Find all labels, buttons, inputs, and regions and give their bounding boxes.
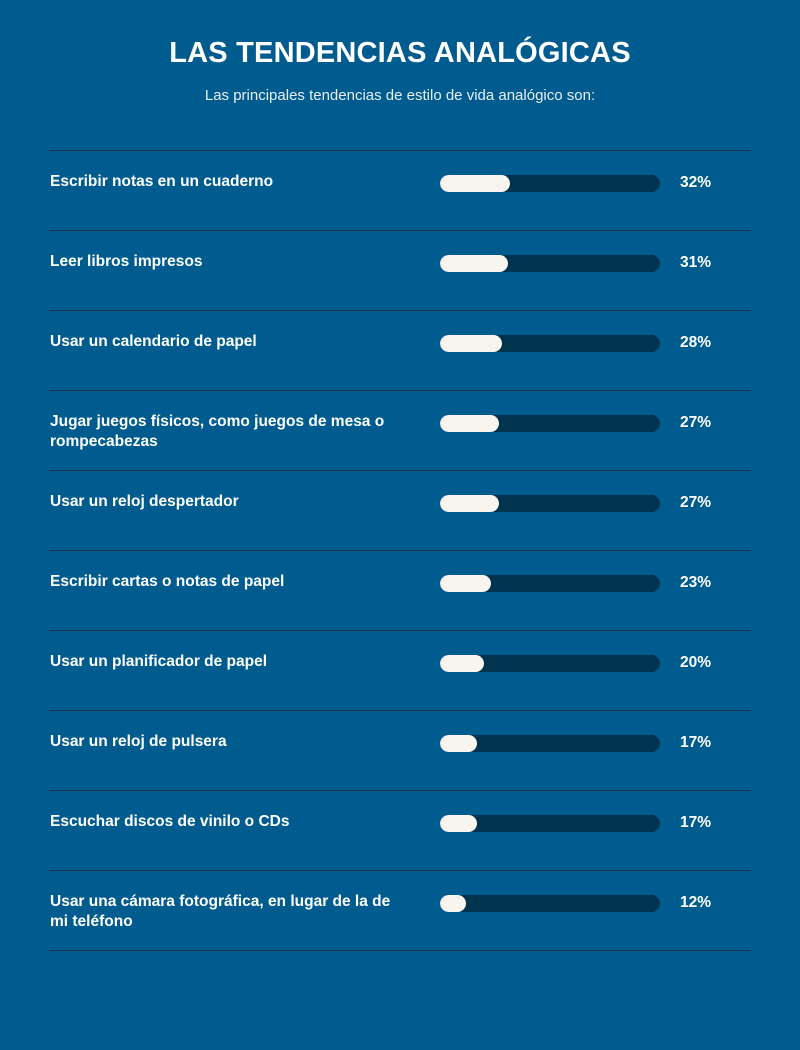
category-label: Usar un planificador de papel bbox=[50, 653, 268, 670]
value-label: 23% bbox=[680, 574, 712, 591]
chart-row: Leer libros impresos 31% bbox=[50, 231, 750, 311]
page-subtitle: Las principales tendencias de estilo de … bbox=[204, 87, 596, 104]
value-label: 31% bbox=[680, 254, 712, 271]
chart-row: Usar un calendario de papel 28% bbox=[50, 311, 750, 391]
value-label: 12% bbox=[680, 894, 712, 911]
bar-track bbox=[440, 175, 660, 192]
bar-track bbox=[440, 815, 660, 832]
value-label: 27% bbox=[680, 414, 712, 431]
chart-row: Usar una cámara fotográfica, en lugar de… bbox=[50, 871, 750, 951]
bar-fill bbox=[440, 815, 478, 832]
bar-fill bbox=[440, 415, 500, 432]
category-label: Jugar juegos físicos, como juegos de mes… bbox=[50, 413, 385, 450]
chart-row: Jugar juegos físicos, como juegos de mes… bbox=[50, 391, 750, 471]
chart-row: Usar un planificador de papel 20% bbox=[50, 631, 750, 711]
value-label: 32% bbox=[680, 174, 712, 191]
bar-chart: Escribir notas en un cuaderno 32% Leer lib… bbox=[50, 150, 750, 951]
bar-track bbox=[440, 895, 660, 912]
bar-fill bbox=[440, 335, 502, 352]
category-label: Escuchar discos de vinilo o CDs bbox=[50, 813, 290, 830]
bar-fill bbox=[440, 175, 511, 192]
chart-row: Usar un reloj de pulsera 17% bbox=[50, 711, 750, 791]
bar-track bbox=[440, 255, 660, 272]
bar-fill bbox=[440, 735, 478, 752]
value-label: 17% bbox=[680, 814, 712, 831]
chart-row: Usar un reloj despertador 27% bbox=[50, 471, 750, 551]
chart-row: Escribir cartas o notas de papel 23% bbox=[50, 551, 750, 631]
bar-track bbox=[440, 575, 660, 592]
bar-track bbox=[440, 495, 660, 512]
bar-fill bbox=[440, 255, 509, 272]
bar-fill bbox=[440, 895, 467, 912]
bar-fill bbox=[440, 655, 484, 672]
bar-fill bbox=[440, 495, 500, 512]
bar-track bbox=[440, 655, 660, 672]
category-label: Leer libros impresos bbox=[50, 253, 203, 270]
bar-fill bbox=[440, 575, 491, 592]
category-label: Usar un calendario de papel bbox=[50, 333, 257, 350]
category-label: Escribir notas en un cuaderno bbox=[50, 173, 274, 190]
category-label: Usar un reloj de pulsera bbox=[50, 733, 227, 750]
bar-track bbox=[440, 735, 660, 752]
page-title: LAS TENDENCIAS ANALÓGICAS bbox=[169, 37, 631, 69]
chart-row: Escuchar discos de vinilo o CDs 17% bbox=[50, 791, 750, 871]
value-label: 28% bbox=[680, 334, 712, 351]
chart-row: Escribir notas en un cuaderno 32% bbox=[50, 151, 750, 231]
value-label: 27% bbox=[680, 494, 712, 511]
category-label: Usar un reloj despertador bbox=[50, 493, 239, 510]
value-label: 20% bbox=[680, 654, 712, 671]
bar-track bbox=[440, 415, 660, 432]
category-label: Usar una cámara fotográfica, en lugar de… bbox=[50, 893, 391, 930]
category-label: Escribir cartas o notas de papel bbox=[50, 573, 285, 590]
bar-track bbox=[440, 335, 660, 352]
value-label: 17% bbox=[680, 734, 712, 751]
